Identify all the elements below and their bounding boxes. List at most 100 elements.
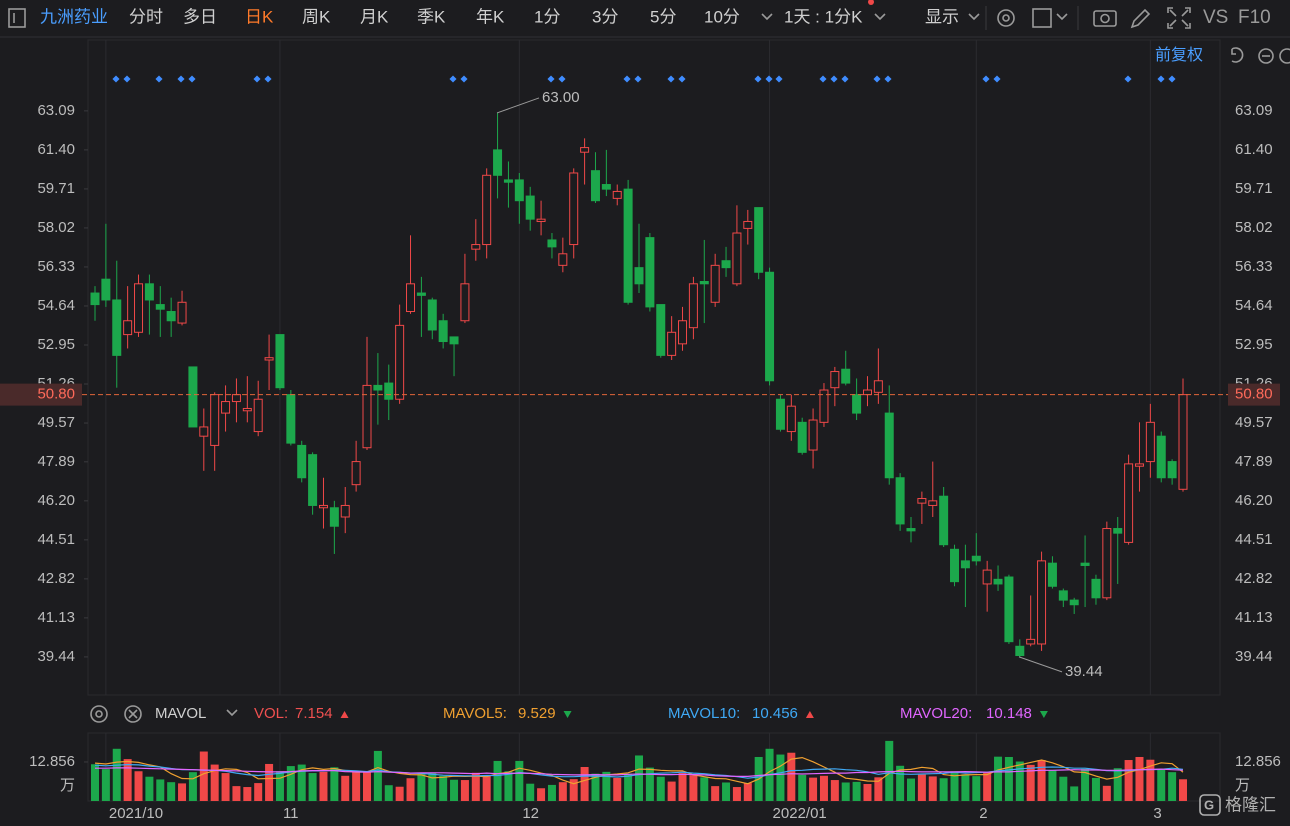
volume-bar (537, 788, 546, 801)
candle-body (830, 371, 840, 389)
volume-bar (167, 782, 176, 801)
last-price-box (1228, 383, 1280, 406)
candle-body (384, 382, 394, 400)
zoom-in-icon[interactable] (1279, 48, 1290, 64)
box-icon[interactable] (1032, 8, 1052, 28)
candle-body (318, 504, 328, 509)
candle-body (656, 304, 666, 356)
candle-body (1113, 528, 1123, 534)
candle-body (569, 172, 579, 246)
candle-body (852, 394, 862, 414)
sidebar-icon[interactable] (8, 8, 26, 28)
signal-marker (667, 75, 675, 83)
volume-bar (1091, 777, 1100, 801)
legend-label: MAVOL20: (900, 705, 972, 722)
volume-bar (656, 776, 665, 801)
stock-name[interactable]: 九洲药业 (40, 7, 108, 26)
candle-body (1091, 578, 1101, 599)
volume-bar (700, 777, 709, 801)
camera-icon[interactable] (1093, 10, 1117, 27)
candle-body (1026, 638, 1036, 645)
period-tab[interactable]: 年K (476, 7, 505, 26)
indicator-settings[interactable] (90, 705, 108, 723)
volume-bar (178, 783, 187, 801)
candle-body (340, 504, 350, 518)
candle-body (1167, 461, 1177, 479)
volume-bar (1168, 772, 1177, 801)
volume-bar (1081, 768, 1090, 801)
volume-bar (145, 776, 154, 801)
y-tick-label: 52.95 (37, 336, 75, 353)
y-tick-label: 44.51 (37, 531, 75, 548)
volume-bar (221, 773, 230, 801)
candle-body (862, 389, 872, 396)
fullscreen-icon[interactable] (1167, 7, 1191, 29)
volume-bar (819, 775, 828, 801)
adjust-mode[interactable]: 前复权 (1155, 46, 1203, 64)
candle-body (134, 283, 144, 333)
candle-body (928, 500, 938, 506)
candle-body (971, 555, 981, 562)
y-tick-label: 58.02 (1235, 219, 1273, 236)
volume-bar (961, 774, 970, 801)
signal-marker (623, 75, 631, 83)
candle-body (536, 218, 546, 222)
chevron (761, 13, 773, 21)
period-tab[interactable]: 多日 (183, 7, 217, 26)
candle-body (1069, 599, 1079, 606)
candle-body (503, 179, 513, 183)
period-tab[interactable]: 3分 (592, 7, 618, 26)
volume-bar (460, 780, 469, 801)
indicator-close[interactable] (124, 705, 142, 723)
candle-body (939, 495, 949, 546)
x-tick-label: 3 (1153, 805, 1161, 822)
signal-marker (754, 75, 762, 83)
y-tick-label: 63.09 (1235, 102, 1273, 119)
settings-icon[interactable] (997, 9, 1015, 27)
volume-bar (330, 767, 339, 801)
signal-marker (547, 75, 555, 83)
volume-bar (830, 780, 839, 801)
legend-value: 10.148 (986, 705, 1032, 722)
candle-body (155, 304, 165, 310)
volume-bar (1048, 770, 1057, 801)
vs-button[interactable]: VS (1203, 7, 1228, 28)
period-tab[interactable]: 10分 (704, 7, 740, 26)
volume-bar (243, 787, 252, 801)
period-tab[interactable]: 周K (302, 7, 331, 26)
period-select[interactable]: 1天 : 1分K (784, 7, 863, 26)
volume-unit: 万 (60, 777, 75, 794)
volume-bar (896, 765, 905, 801)
period-tab[interactable]: 月K (360, 7, 389, 26)
signal-marker (819, 75, 827, 83)
volume-bar (352, 772, 361, 801)
period-tab[interactable]: 分时 (129, 7, 163, 26)
annotation-leader (496, 97, 540, 114)
pen-icon[interactable] (1130, 8, 1151, 29)
zoom-out-icon[interactable] (1258, 48, 1274, 64)
undo-icon[interactable] (1231, 47, 1244, 63)
signal-marker (993, 75, 1001, 83)
display-menu[interactable]: 显示 (925, 7, 959, 26)
volume-tick-label: 12.856 (29, 753, 75, 770)
candle-body (264, 357, 274, 361)
candle-body (231, 394, 241, 403)
indicator-name[interactable]: MAVOL (155, 705, 206, 722)
y-tick-label: 59.71 (37, 180, 75, 197)
volume-bar (841, 782, 850, 801)
candle-body (1015, 645, 1025, 657)
period-tab[interactable]: 季K (417, 7, 446, 26)
candle-body (416, 292, 426, 296)
candle-body (275, 334, 285, 389)
volume-bar (711, 786, 720, 801)
candle-body (1124, 463, 1134, 543)
volume-bar (1015, 761, 1024, 801)
period-tab[interactable]: 日K (245, 7, 274, 26)
volume-bar (1157, 769, 1166, 801)
period-tab[interactable]: 1分 (534, 7, 560, 26)
period-tab[interactable]: 5分 (650, 7, 676, 26)
f10-button[interactable]: F10 (1238, 7, 1271, 28)
volume-bar (91, 764, 99, 801)
candle-body (786, 405, 796, 433)
candle-body (460, 283, 470, 322)
